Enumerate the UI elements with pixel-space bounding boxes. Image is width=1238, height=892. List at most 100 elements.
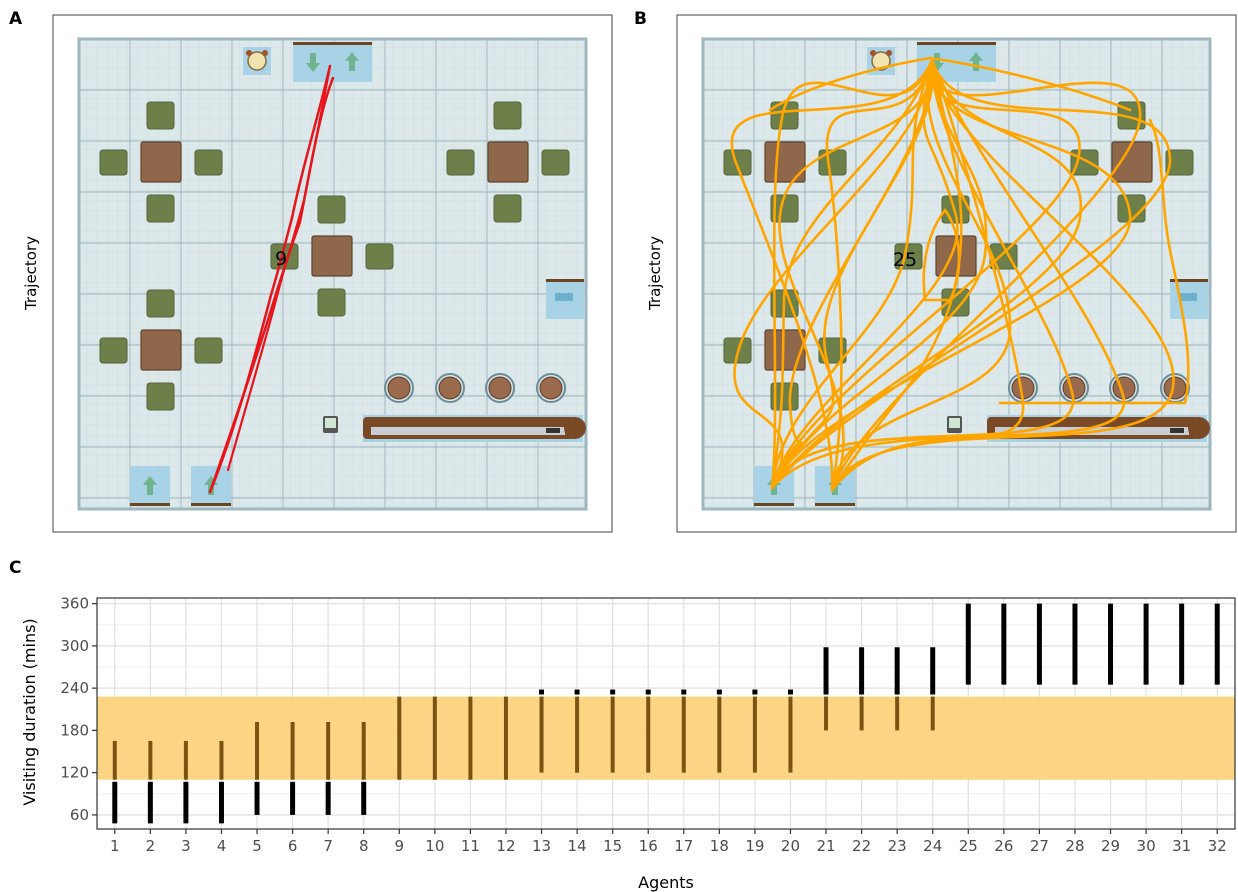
stool-base [435,373,465,403]
table [1111,141,1153,183]
counter-end [1188,417,1210,439]
x-tick-label: 21 [816,837,835,855]
panel-c-letter: C [9,558,21,578]
bar-stool [1163,376,1187,400]
door-edge [815,503,855,506]
door-edge [130,503,170,506]
y-tick-label: 60 [70,806,89,824]
door-mat [1179,293,1197,301]
panel-b-letter: B [634,9,647,29]
arrow-up-icon [969,52,983,71]
y-tick-label: 180 [60,721,89,739]
trajectory-b [930,58,1175,394]
x-tick-label: 14 [568,837,587,855]
wall [701,37,1212,511]
trajectory-b [926,58,1012,332]
panel-c: C Visiting duration (mins) Agents 601201… [9,558,1236,892]
highlight-band [97,696,1235,780]
trajectory-b [822,58,935,358]
x-tick-label: 7 [323,837,333,855]
chair [1117,194,1146,223]
chair [365,243,394,270]
x-tick-label: 31 [1172,837,1191,855]
trajectory-b [782,58,934,302]
trajectory-b [770,390,1126,490]
x-tick-label: 12 [496,837,515,855]
chair [146,289,175,318]
y-tick-label: 300 [60,637,89,655]
waiter-icon [871,51,891,71]
chair [99,149,128,176]
table [140,329,182,371]
chair [1165,149,1194,176]
chair [723,149,752,176]
chair [146,194,175,223]
x-tick-label: 16 [639,837,658,855]
count-label-b: 25 [893,249,917,271]
table [487,141,529,183]
trajectory-b [830,390,1174,492]
x-tick-label: 5 [252,837,262,855]
stool-base [485,373,515,403]
table [764,329,806,371]
counter-top [371,427,565,435]
panel-a-letter: A [9,9,23,29]
trajectory-b [770,158,1080,490]
y-tick-label: 240 [60,679,89,697]
panel-b-ylabel: Trajectory [646,236,664,311]
x-tick-label: 10 [425,837,444,855]
door-edge [754,503,794,506]
trajectory-paths-b [730,56,1190,492]
trajectory-b [730,58,934,162]
door-edge [1170,279,1208,282]
table [140,141,182,183]
chair [146,382,175,411]
trajectory-b [770,298,786,490]
cashier-screen [325,418,336,428]
x-axis-title: Agents [638,873,694,892]
x-tick-label: 3 [181,837,191,855]
x-tick-label: 23 [888,837,907,855]
table [764,141,806,183]
trajectory-b [830,328,1012,492]
chair [317,288,346,317]
trajectory-b [780,58,934,120]
x-tick-label: 25 [959,837,978,855]
door-edge [917,42,957,45]
x-tick-label: 15 [603,837,622,855]
x-tick-label: 26 [994,837,1013,855]
trajectory-b [770,253,987,490]
y-tick-label: 120 [60,764,89,782]
chair [493,194,522,223]
x-tick-label: 1 [110,837,120,855]
x-tick-label: 29 [1101,837,1120,855]
table [311,235,353,277]
wall [77,37,588,511]
x-tick-label: 13 [532,837,551,855]
trajectory-b [770,210,959,490]
trajectory-paths-a [208,64,335,494]
x-tick-label: 20 [781,837,800,855]
chair [541,149,570,176]
arrow-up-icon [345,52,359,71]
bar-stool [488,376,512,400]
chair [446,149,475,176]
x-tick-label: 8 [359,837,369,855]
bar-stool [539,376,563,400]
arrow-down-icon [306,53,320,72]
x-tick-label: 22 [852,837,871,855]
stool-base [384,373,414,403]
trajectory-b [770,390,1075,490]
counter-end [564,417,586,439]
waiter-icon [247,51,267,71]
x-tick-label: 32 [1208,837,1227,855]
y-tick-label: 360 [60,595,89,613]
trajectory-b [770,213,1132,490]
chair [146,101,175,130]
trajectory-b [930,58,1124,394]
chair [194,149,223,176]
chair [493,101,522,130]
x-tick-label: 24 [923,837,942,855]
